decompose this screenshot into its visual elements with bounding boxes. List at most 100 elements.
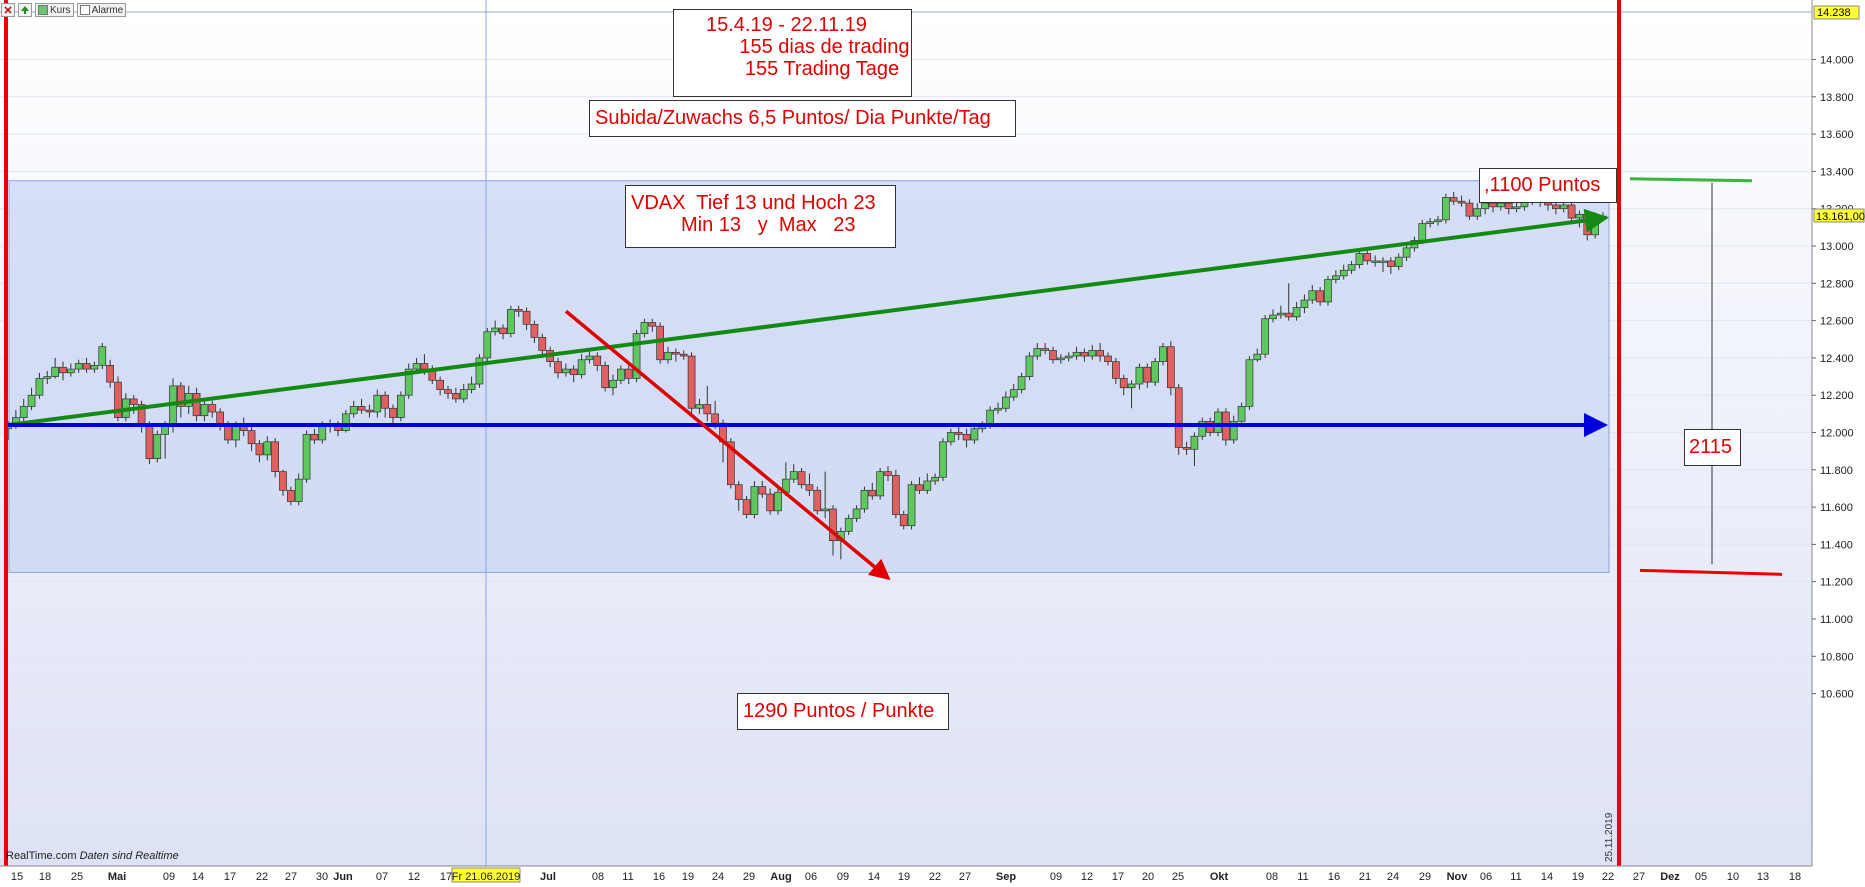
candle-down [884,471,892,476]
candle-up [475,357,484,385]
candle-up [27,394,36,407]
candle-down [59,366,67,374]
candle-down [727,441,735,486]
candle-down [538,337,547,351]
kurs-toggle[interactable]: Kurs [35,3,74,17]
candle-down [247,430,256,445]
x-tick-label: 21 [1359,871,1371,883]
candle-up [931,476,939,482]
candle-up [1072,351,1081,357]
candle-down [805,484,814,491]
candle-down [899,514,908,527]
candle-up [491,327,499,333]
candle-up [750,486,759,515]
candle-up [404,368,413,396]
candle-down [687,355,696,409]
candle-down [145,424,154,459]
x-tick-label: 18 [1789,871,1801,883]
candle-up [617,368,625,381]
x-tick-label: 22 [1602,871,1614,883]
candle-up [232,424,240,441]
up-arrow-icon[interactable] [18,3,32,17]
candle-up [1033,348,1042,357]
candle-down [271,441,279,473]
x-tick-label: 19 [898,871,910,883]
candle-down [177,385,185,407]
candle-up [562,368,570,374]
x-tick-label: 06 [805,871,817,883]
candle-up [609,379,617,389]
candle-down [224,424,232,441]
candle-up [774,491,782,512]
x-tick-label: Fr 21.06.2019 [452,871,521,883]
chart-toolbar: Kurs Alarme [1,2,127,18]
checkbox-icon[interactable] [38,5,48,15]
top-price-label: 14.238 [1817,7,1851,19]
end-date-label: 25.11.2019 [1604,812,1615,862]
y-tick-label: 12.200 [1820,390,1854,402]
x-tick-label: 14 [192,871,204,883]
candle-down [1104,355,1112,362]
candle-down [1583,213,1592,236]
x-tick-label: 24 [712,871,724,883]
candle-down [1096,350,1104,357]
x-month-label: Nov [1447,871,1469,883]
y-tick-label: 12.600 [1820,316,1854,328]
x-tick-label: 30 [316,871,328,883]
candle-down [287,489,295,502]
candle-down [954,432,963,435]
candle-up [1064,355,1073,359]
candle-down [1489,202,1497,208]
candle-down [962,434,971,441]
candle-up [397,394,405,418]
candle-up [67,368,75,374]
candle-down [114,381,122,418]
candle-up [1473,208,1482,217]
candle-up [1497,202,1505,208]
candle-up [1512,206,1521,210]
y-tick-label: 12.800 [1820,278,1854,290]
x-tick-label: 17 [1112,871,1124,883]
close-icon[interactable] [1,3,15,17]
candle-down [436,379,444,390]
x-tick-label: 18 [39,871,51,883]
candle-down [255,443,264,456]
range-low-line [1639,568,1783,576]
checkbox-icon[interactable] [79,5,90,15]
alarme-toggle[interactable]: Alarme [76,3,127,17]
candle-down [1174,387,1183,448]
candle-down [1049,350,1057,361]
x-month-label: Jul [540,871,556,883]
y-tick-label: 12.400 [1820,353,1854,365]
candle-up [1237,406,1246,422]
y-tick-label: 11.000 [1820,614,1853,626]
candle-up [632,333,641,379]
candle-up [1308,290,1317,301]
candle-up [1159,346,1167,362]
candle-up [1229,420,1238,441]
candle-down [1567,204,1576,219]
candle-up [821,508,829,512]
y-tick-label: 13.800 [1820,92,1854,104]
candle-down [208,404,217,413]
candle-up [1135,366,1144,385]
candle-down [381,394,389,409]
candle-up [1214,411,1222,433]
rise-annotation: Subida/Zuwachs 6,5 Puntos/ Dia Punkte/Ta… [589,100,1016,137]
candle-up [1292,307,1301,318]
candle-down [624,368,633,379]
candle-down [601,365,609,389]
candle-up [1324,279,1332,303]
candle-down [1041,348,1049,351]
candle-down [711,413,719,424]
candle-up [263,441,272,456]
candle-down [522,310,531,325]
green-trend-arrow [7,208,1609,428]
red-drop-arrow [564,309,891,581]
x-month-label: Jun [333,871,353,883]
x-tick-label: 19 [1572,871,1584,883]
candle-up [1339,269,1348,277]
x-tick-label: 11 [622,871,633,883]
candle-up [349,406,358,415]
candle-down [1363,253,1372,262]
